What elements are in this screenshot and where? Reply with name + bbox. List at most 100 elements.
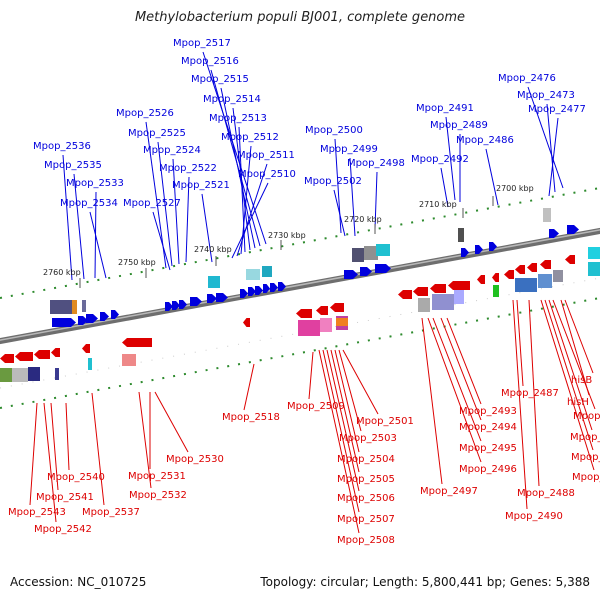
gene-label[interactable]: Mpop_2477 (528, 104, 586, 115)
gene-label[interactable]: Mpop_2527 (123, 198, 181, 209)
feature-box[interactable] (336, 318, 348, 326)
gene-arrow[interactable] (179, 300, 187, 309)
gene-arrow[interactable] (190, 297, 202, 306)
gene-label[interactable]: Mpop_2516 (181, 56, 239, 67)
gene-label[interactable]: Mpop_2487 (501, 388, 559, 399)
gene-label[interactable]: Mpop_2495 (459, 443, 517, 454)
feature-box[interactable] (28, 367, 40, 381)
gene-label[interactable]: Mpop_2515 (191, 74, 249, 85)
gene-arrow[interactable] (316, 306, 328, 315)
feature-box[interactable] (553, 270, 563, 282)
feature-box[interactable] (262, 266, 272, 277)
gene-label[interactable]: Mpop_2543 (8, 507, 66, 518)
gene-arrow[interactable] (475, 245, 483, 254)
gene-label[interactable]: Mpop_2500 (305, 125, 363, 136)
gene-label[interactable]: Mpop_2497 (420, 486, 478, 497)
gene-label[interactable]: Mpop_2504 (337, 454, 395, 465)
feature-box[interactable] (208, 276, 220, 288)
gene-label[interactable]: Mpop_2483 (570, 432, 600, 443)
feature-box[interactable] (538, 274, 552, 288)
feature-box[interactable] (418, 298, 430, 312)
gene-label[interactable]: Mpop_2537 (82, 507, 140, 518)
gene-label[interactable]: Mpop_2473 (517, 90, 575, 101)
feature-box[interactable] (55, 368, 59, 380)
gene-label[interactable]: Mpop_2508 (337, 535, 395, 546)
feature-box[interactable] (72, 300, 77, 314)
gene-label[interactable]: Mpop_2510 (238, 169, 296, 180)
gene-label[interactable]: Mpop_2526 (116, 108, 174, 119)
gene-label[interactable]: Mpop_2493 (459, 406, 517, 417)
gene-label[interactable]: Mpop_2505 (337, 474, 395, 485)
gene-arrow[interactable] (360, 267, 372, 276)
gene-arrow[interactable] (263, 284, 270, 293)
feature-box[interactable] (122, 354, 136, 366)
gene-arrow[interactable] (477, 275, 485, 284)
gene-arrow[interactable] (243, 318, 250, 327)
gene-label[interactable]: Mpop_2518 (222, 412, 280, 423)
gene-arrow[interactable] (527, 263, 537, 272)
feature-box[interactable] (364, 246, 378, 260)
feature-box[interactable] (88, 358, 92, 370)
gene-arrow[interactable] (100, 312, 109, 321)
gene-label[interactable]: Mpop_2512 (221, 132, 279, 143)
gene-label[interactable]: Mpop_2484 (571, 452, 600, 463)
gene-label[interactable]: Mpop_2486 (456, 135, 514, 146)
feature-box[interactable] (82, 300, 86, 312)
gene-arrow[interactable] (111, 310, 119, 319)
gene-label[interactable]: Mpop_2531 (128, 471, 186, 482)
feature-box[interactable] (543, 208, 551, 222)
gene-arrow[interactable] (52, 318, 76, 327)
gene-arrow[interactable] (549, 229, 559, 238)
gene-arrow[interactable] (413, 287, 428, 296)
gene-arrow[interactable] (398, 290, 412, 299)
gene-arrow[interactable] (172, 301, 180, 310)
feature-box[interactable] (588, 262, 600, 276)
gene-arrow[interactable] (270, 283, 278, 292)
gene-label[interactable]: Mpop_2524 (143, 145, 201, 156)
gene-label[interactable]: Mpop_2542 (34, 524, 92, 535)
feature-box[interactable] (458, 228, 464, 242)
gene-label[interactable]: Mpop_2530 (166, 454, 224, 465)
gene-label[interactable]: Mpop_2491 (416, 103, 474, 114)
gene-label[interactable]: Mpop_2502 (304, 176, 362, 187)
gene-arrow[interactable] (216, 293, 228, 302)
gene-label[interactable]: Mpop_2482 (573, 411, 600, 422)
gene-label[interactable]: Mpop_2488 (517, 488, 575, 499)
gene-arrow[interactable] (330, 303, 344, 312)
feature-box[interactable] (0, 368, 12, 382)
gene-label[interactable]: Mpop_2532 (129, 490, 187, 501)
feature-box[interactable] (588, 247, 600, 259)
feature-box[interactable] (493, 285, 499, 297)
gene-arrow[interactable] (207, 294, 217, 303)
gene-label[interactable]: Mpop_2492 (411, 154, 469, 165)
feature-box[interactable] (352, 248, 364, 262)
gene-label[interactable]: Mpop_2511 (237, 150, 295, 161)
feature-box[interactable] (432, 294, 454, 310)
gene-label[interactable]: Mpop_2485 (572, 472, 600, 483)
gene-arrow[interactable] (567, 225, 579, 234)
gene-label[interactable]: Mpop_2521 (172, 180, 230, 191)
gene-label[interactable]: Mpop_2489 (430, 120, 488, 131)
gene-label[interactable]: Mpop_2541 (36, 492, 94, 503)
gene-arrow[interactable] (82, 344, 90, 353)
gene-arrow[interactable] (540, 260, 551, 269)
gene-label[interactable]: Mpop_2525 (128, 128, 186, 139)
gene-arrow[interactable] (122, 338, 152, 347)
feature-box[interactable] (320, 318, 332, 332)
gene-arrow[interactable] (448, 281, 470, 290)
feature-box[interactable] (246, 269, 260, 280)
feature-box[interactable] (12, 368, 28, 382)
gene-arrow[interactable] (15, 352, 33, 361)
gene-label[interactable]: Mpop_2536 (33, 141, 91, 152)
gene-arrow[interactable] (78, 316, 88, 325)
gene-arrow[interactable] (375, 264, 391, 273)
gene-label[interactable]: Mpop_2509 (287, 401, 345, 412)
gene-label[interactable]: Mpop_2476 (498, 73, 556, 84)
gene-label[interactable]: Mpop_2499 (320, 144, 378, 155)
feature-box[interactable] (50, 300, 72, 314)
gene-arrow[interactable] (278, 282, 286, 291)
feature-box[interactable] (515, 278, 537, 292)
gene-label[interactable]: Mpop_2490 (505, 511, 563, 522)
gene-label[interactable]: Mpop_2498 (347, 158, 405, 169)
gene-arrow[interactable] (515, 265, 525, 274)
